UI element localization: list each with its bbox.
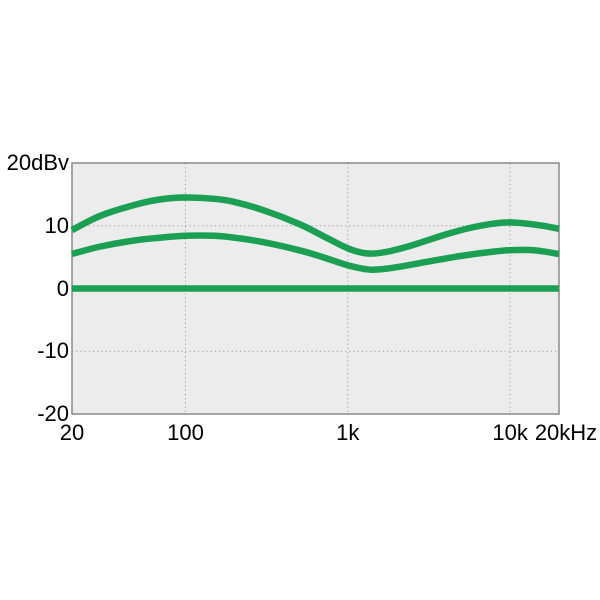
x-tick-label-1k: 1k bbox=[336, 420, 360, 445]
y-tick-label-10: 10 bbox=[44, 212, 69, 238]
middle-curve bbox=[71, 232, 560, 273]
x-tick-label-20kHz: 20kHz bbox=[534, 420, 598, 445]
y-tick-label-0: 0 bbox=[56, 275, 69, 301]
y-tick-label-20dBv: 20dBv bbox=[6, 150, 69, 175]
y-tick-label--20: -20 bbox=[37, 401, 69, 426]
x-tick-label-10k: 10k bbox=[492, 420, 528, 445]
upper-curve bbox=[70, 194, 560, 257]
x-tick-label-20: 20 bbox=[59, 420, 85, 445]
y-tick-label--10: -10 bbox=[37, 338, 69, 364]
x-tick-label-100: 100 bbox=[167, 420, 204, 445]
